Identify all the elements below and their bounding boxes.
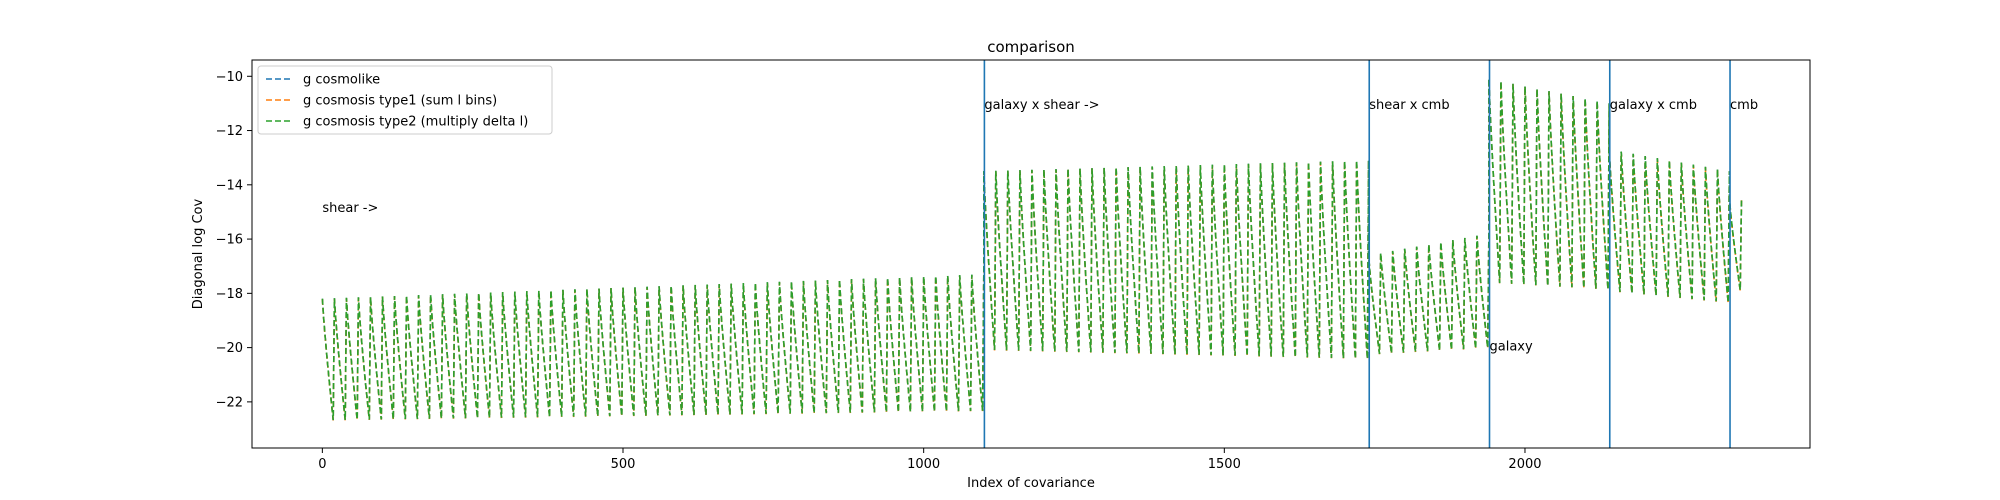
x-tick-label: 1000 [907, 457, 940, 472]
y-tick-label: −12 [216, 124, 243, 139]
y-tick-label: −20 [216, 341, 243, 356]
legend: g cosmolike g cosmosis type1 (sum l bins)… [257, 65, 553, 135]
y-tick-label: −18 [216, 287, 243, 302]
x-tick-label: 1500 [1208, 457, 1241, 472]
legend-box [257, 65, 553, 135]
y-axis-label: Diagonal log Cov [191, 198, 206, 309]
section-annotation: galaxy [1490, 339, 1533, 354]
legend-label: g cosmolike [303, 73, 380, 88]
x-tick-label: 2000 [1508, 457, 1541, 472]
x-tick-label: 0 [318, 457, 326, 472]
plot-area-frame [251, 59, 1811, 449]
y-tick-label: −10 [216, 70, 243, 85]
chart-title: comparison [987, 38, 1075, 56]
y-tick-label: −22 [216, 395, 243, 410]
y-axis-ticks: −22 −20 −18 −16 −14 −12 −10 [216, 70, 252, 410]
y-tick-label: −16 [216, 233, 243, 248]
section-annotation: galaxy x cmb [1610, 98, 1697, 113]
plot-lines [321, 78, 1743, 421]
series-line [321, 78, 1743, 421]
section-annotation: cmb [1730, 98, 1758, 113]
section-annotation: shear x cmb [1369, 98, 1449, 113]
section-annotations: shear -> galaxy x shear -> shear x cmb gala… [322, 98, 1758, 354]
section-annotation: galaxy x shear -> [984, 98, 1099, 113]
section-divider-lines [983, 60, 1731, 448]
section-annotation: shear -> [322, 201, 378, 216]
legend-label: g cosmosis type1 (sum l bins) [303, 94, 497, 109]
x-axis-ticks: 0 500 1000 1500 2000 [318, 448, 1542, 472]
legend-label: g cosmosis type2 (multiply delta l) [303, 115, 528, 130]
x-tick-label: 500 [611, 457, 636, 472]
y-tick-label: −14 [216, 178, 243, 193]
x-axis-label: Index of covariance [967, 476, 1095, 491]
